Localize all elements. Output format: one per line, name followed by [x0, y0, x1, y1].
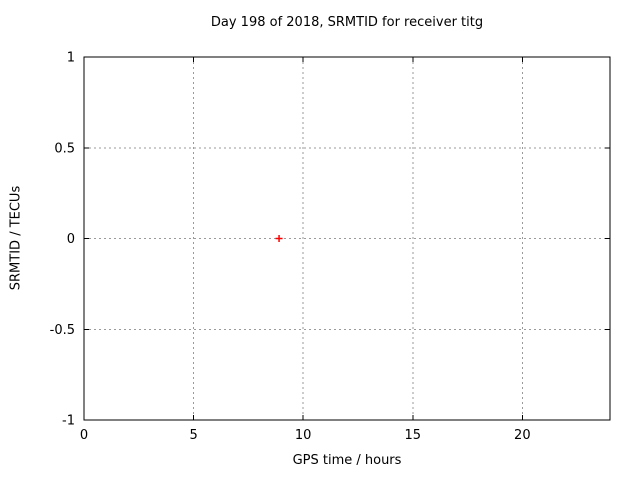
x-tick-label: 15 — [404, 428, 421, 443]
y-tick-label: 0 — [67, 232, 75, 247]
y-tick-label: -0.5 — [50, 323, 75, 338]
x-tick-label: 5 — [189, 428, 197, 443]
y-tick-label: -1 — [62, 414, 75, 429]
y-tick-label: 1 — [67, 51, 75, 66]
x-axis-label: GPS time / hours — [292, 453, 402, 468]
x-tick-label: 0 — [80, 428, 88, 443]
chart-title: Day 198 of 2018, SRMTID for receiver tit… — [210, 15, 484, 30]
x-tick-label: 20 — [514, 428, 531, 443]
y-tick-label: 0.5 — [54, 141, 75, 156]
plot-border — [83, 56, 611, 421]
x-tick-label: 10 — [295, 428, 312, 443]
